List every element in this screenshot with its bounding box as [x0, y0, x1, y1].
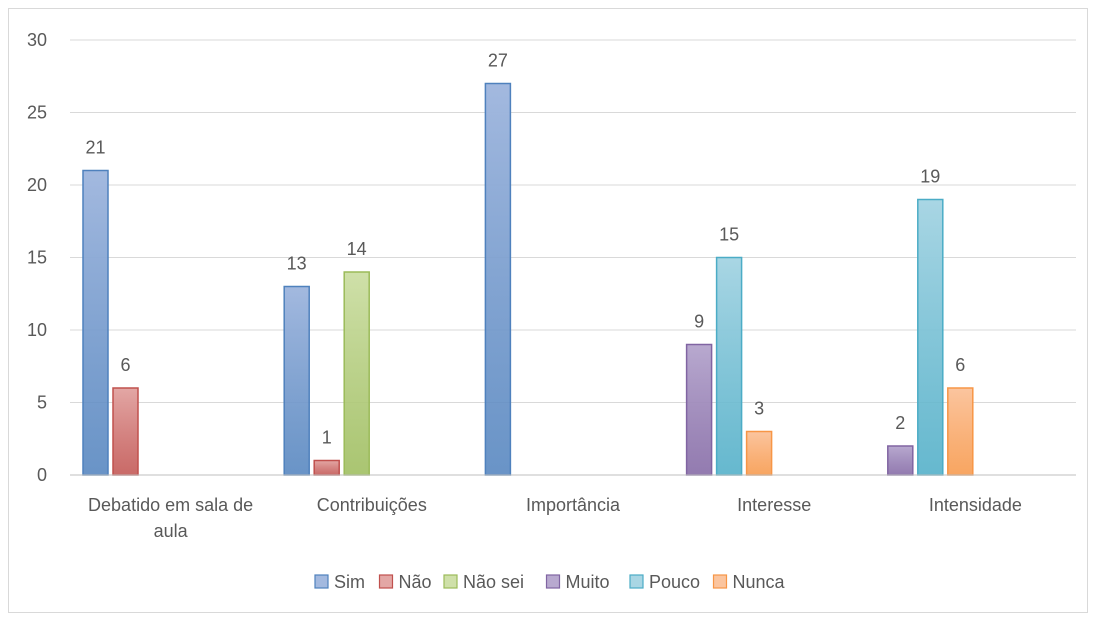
x-tick-label: Importância	[526, 495, 621, 515]
bar	[82, 169, 109, 476]
legend-swatch	[629, 574, 644, 589]
x-tick-label: aula	[154, 521, 189, 541]
data-label: 1	[322, 428, 332, 448]
data-label: 3	[754, 399, 764, 419]
legend-swatch	[378, 574, 394, 589]
data-label: 13	[287, 254, 307, 274]
bar	[313, 459, 340, 476]
legend-label: Nunca	[733, 572, 786, 592]
data-label: 15	[719, 225, 739, 245]
data-label: 14	[347, 239, 367, 259]
x-tick-label: Debatido em sala de	[88, 495, 253, 515]
legend-swatch	[314, 574, 329, 589]
data-label: 6	[955, 355, 965, 375]
legend-swatch	[545, 574, 561, 589]
data-label: 19	[920, 167, 940, 187]
legend-label: Não sei	[463, 572, 524, 592]
data-label: 27	[488, 51, 508, 71]
bar	[745, 430, 773, 476]
bar	[887, 445, 914, 476]
y-tick-label: 10	[27, 320, 47, 340]
chart-area	[8, 8, 1088, 613]
data-label: 21	[85, 138, 105, 158]
data-label: 9	[694, 312, 704, 332]
legend-label: Não	[399, 572, 432, 592]
y-tick-label: 20	[27, 175, 47, 195]
data-label: 2	[895, 413, 905, 433]
y-tick-label: 0	[37, 465, 47, 485]
y-tick-label: 15	[27, 248, 47, 268]
bar	[917, 198, 944, 476]
bar	[715, 256, 743, 476]
bar	[343, 271, 370, 476]
x-tick-label: Intensidade	[929, 495, 1022, 515]
bar	[112, 387, 139, 476]
bar	[484, 82, 512, 476]
bar	[283, 285, 310, 476]
legend-label: Sim	[334, 572, 365, 592]
bar	[947, 387, 974, 476]
data-label: 6	[120, 355, 130, 375]
x-tick-label: Contribuições	[317, 495, 427, 515]
legend-label: Pouco	[649, 572, 700, 592]
legend-swatch	[712, 574, 728, 589]
y-tick-label: 5	[37, 393, 47, 413]
legend-swatch	[443, 574, 458, 589]
y-tick-label: 30	[27, 30, 47, 50]
x-tick-label: Interesse	[737, 495, 811, 515]
y-tick-label: 25	[27, 103, 47, 123]
legend-label: Muito	[566, 572, 610, 592]
bar	[685, 343, 713, 476]
